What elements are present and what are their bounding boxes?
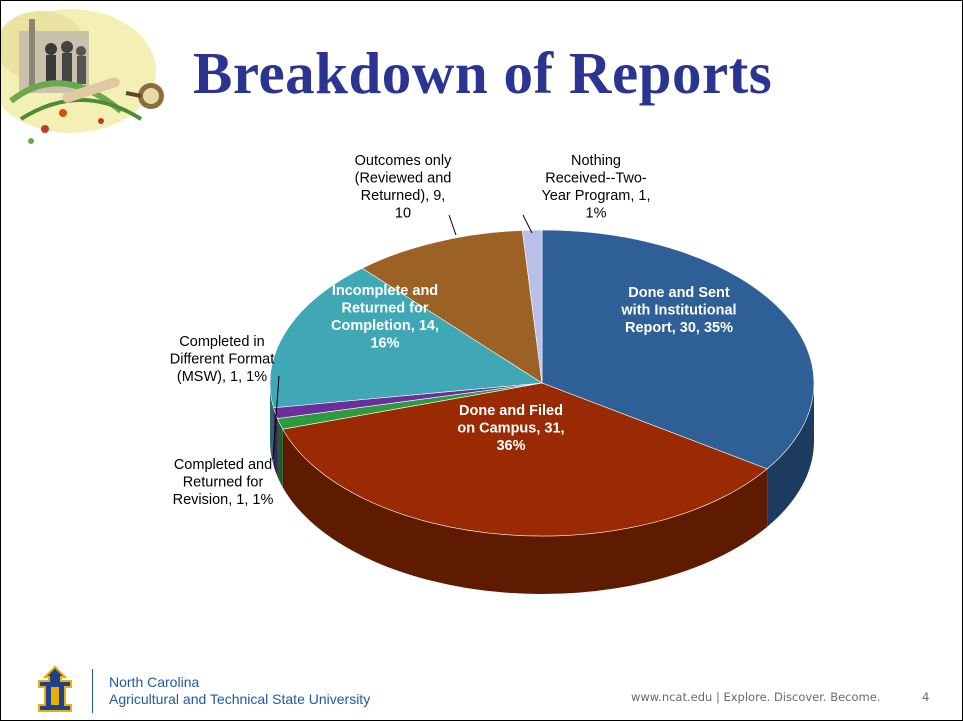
pie-chart: Done and Sent with Institutional Report, 3… xyxy=(170,153,815,595)
slice-label-3: Completed in Different Format (MSW), 1, 1% xyxy=(170,334,275,385)
pie-side-1 xyxy=(282,429,768,595)
slice-label-line: Completion, 14, xyxy=(331,318,439,334)
leader-line-5 xyxy=(448,214,457,236)
slide-title: Breakdown of Reports xyxy=(193,40,773,106)
slice-label-line: 16% xyxy=(370,336,399,352)
slice-label-line: on Campus, 31, xyxy=(457,421,564,437)
slice-label-line: Revision, 1, 1% xyxy=(173,492,274,508)
pie-tops xyxy=(269,229,815,537)
pie-slice-6 xyxy=(522,229,543,384)
leader-lines xyxy=(272,214,533,460)
pie-side-4 xyxy=(270,383,274,466)
slice-label-line: 36% xyxy=(496,438,525,454)
university-line-1: North Carolina xyxy=(109,674,200,690)
slice-label-line: (Reviewed and xyxy=(355,171,452,187)
footer-tagline: www.ncat.edu | Explore. Discover. Become… xyxy=(631,690,881,704)
slice-label-line: Completed in xyxy=(179,334,264,350)
slice-label-line: Incomplete and xyxy=(332,283,438,299)
pie-slice-5 xyxy=(361,230,543,384)
slice-label-0: Done and Sent with Institutional Report, 3… xyxy=(620,285,736,336)
slice-label-line: Done and Sent xyxy=(628,285,730,301)
slice-label-line: Nothing xyxy=(571,153,621,169)
pie-labels: Done and Sent with Institutional Report, 3… xyxy=(170,153,737,508)
slice-label-line: 10 xyxy=(395,206,411,222)
pie-side-3 xyxy=(273,407,278,477)
pie-side-2 xyxy=(277,418,283,488)
slice-label-line: Year Program, 1, xyxy=(541,188,650,204)
slice-label-line: Done and Filed xyxy=(459,403,563,419)
page-number: 4 xyxy=(922,690,930,704)
pie-sides xyxy=(270,383,815,595)
slice-label-line: Outcomes only xyxy=(355,153,452,169)
pie-slice-0 xyxy=(541,229,815,470)
slice-label-line: 1% xyxy=(586,206,607,222)
slice-label-6: Nothing Received--Two-Year Program, 1, 1% xyxy=(541,153,650,222)
university-line-2: Agricultural and Technical State Univers… xyxy=(109,691,371,707)
aggie-logo-icon xyxy=(38,665,72,712)
pie-side-0 xyxy=(767,383,815,527)
slice-label-line: Received--Two- xyxy=(545,171,647,187)
slice-label-line: (MSW), 1, 1% xyxy=(177,369,267,385)
slice-label-line: Different Format xyxy=(170,352,275,368)
slice-label-line: Report, 30, 35% xyxy=(625,320,733,336)
leader-line-6 xyxy=(522,214,533,234)
slice-label-5: Outcomes only (Reviewed and Returned), 9, 1… xyxy=(355,153,452,222)
pie-slice-1 xyxy=(282,382,768,537)
slice-label-line: with Institutional xyxy=(620,303,736,319)
corner-illustration xyxy=(1,9,164,144)
slice-label-line: Returned for xyxy=(183,475,264,491)
footer-divider xyxy=(92,669,93,713)
slice-label-line: Completed and xyxy=(174,457,272,473)
slice-label-2: Completed and Returned for Revision, 1, 1% xyxy=(173,457,274,508)
slice-label-line: Returned for xyxy=(342,301,429,317)
leader-line-2 xyxy=(272,375,280,460)
slice-label-4: Incomplete and Returned for Completion, 14… xyxy=(331,283,439,352)
university-name: North Carolina Agricultural and Technica… xyxy=(109,674,370,708)
slice-label-1: Done and Filed on Campus, 31, 36% xyxy=(457,403,564,454)
slice-label-line: Returned), 9, xyxy=(361,188,446,204)
pie-slice-4 xyxy=(269,267,543,409)
